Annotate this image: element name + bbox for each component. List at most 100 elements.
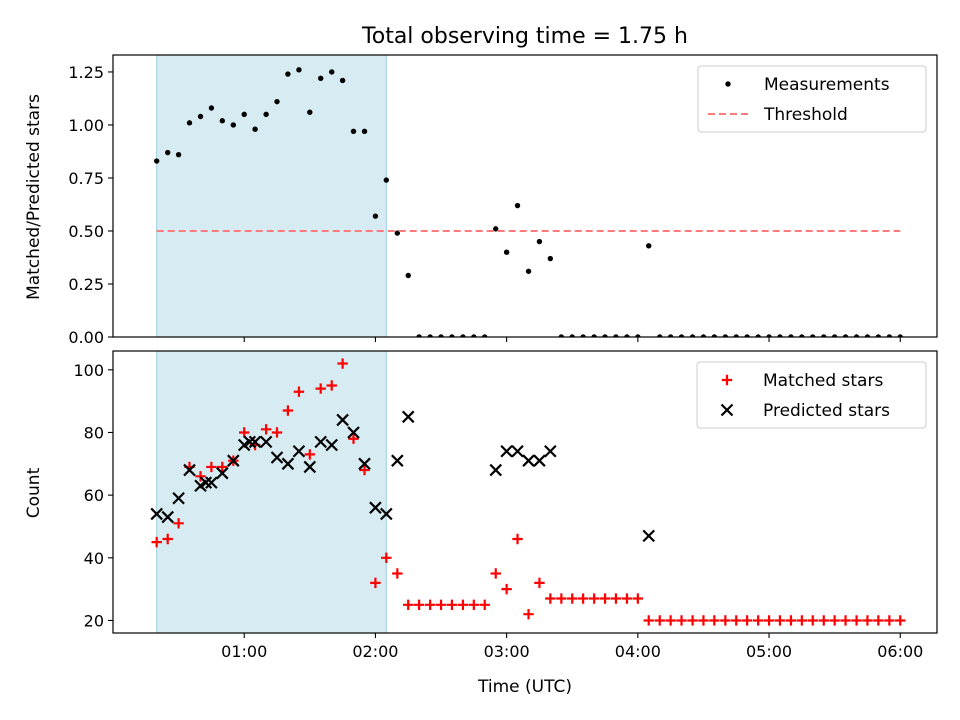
measurements-point xyxy=(274,98,280,105)
predicted-stars-point xyxy=(522,454,535,467)
measurements-point xyxy=(263,111,269,118)
matched-stars-point xyxy=(840,615,851,626)
x-axis-label: Time (UTC) xyxy=(477,677,572,697)
predicted-stars-point xyxy=(500,444,513,458)
matched-stars-point xyxy=(217,461,228,473)
top-panel: 0.00 0.25 0.50 0.75 1.00 1.25 Measurements Thre… xyxy=(68,54,938,347)
measurements-point xyxy=(197,113,204,120)
predicted-stars-point xyxy=(511,444,524,458)
predicted-stars-point xyxy=(259,435,273,449)
measurements-point xyxy=(875,334,882,337)
predicted-stars-point xyxy=(292,444,306,458)
measurements-point xyxy=(318,75,324,82)
measurements-point xyxy=(744,334,750,337)
matched-stars-point xyxy=(457,599,469,610)
matched-stars-point xyxy=(545,593,556,604)
x-tick-label: 04:00 xyxy=(615,642,661,661)
measurements-point xyxy=(864,334,871,337)
predicted-stars-point xyxy=(270,451,284,464)
measurements-point xyxy=(733,334,739,337)
legend-matched-stars-swatch xyxy=(721,374,733,386)
bottom-panel: 01:00 02:00 03:00 04:00 05:00 06:00 20 40 60 80 10… xyxy=(73,350,938,661)
matched-stars-point xyxy=(534,577,545,589)
matched-stars-point xyxy=(862,615,873,626)
measurements-point xyxy=(613,334,619,337)
predicted-stars-point xyxy=(489,463,503,477)
predicted-stars-point xyxy=(216,466,229,480)
predicted-stars-point xyxy=(243,435,256,449)
matched-stars-point xyxy=(654,615,665,626)
matched-stars-point xyxy=(413,599,425,610)
matched-stars-point xyxy=(567,593,578,604)
measurements-point xyxy=(350,128,357,135)
legend: Matched stars Predicted stars xyxy=(696,361,927,429)
measurements-point xyxy=(383,177,390,183)
observing-span-shade xyxy=(156,350,387,634)
matched-stars-point xyxy=(884,615,895,626)
measurements-point xyxy=(635,334,641,337)
matched-stars-point xyxy=(512,533,523,545)
matched-stars-point xyxy=(752,615,764,626)
measurements-point xyxy=(788,334,794,337)
matched-stars-point xyxy=(741,615,753,626)
y-tick-label: 100 xyxy=(73,361,104,380)
observing-span-shade xyxy=(156,54,387,338)
predicted-stars-point xyxy=(391,454,404,467)
measurements-point xyxy=(449,334,455,337)
predicted-stars-point xyxy=(642,529,656,543)
predicted-stars-point xyxy=(183,463,196,477)
matched-stars-point xyxy=(468,599,480,610)
measurements-point xyxy=(591,334,597,337)
legend-predicted-stars-swatch xyxy=(720,403,734,417)
x-tick-label: 02:00 xyxy=(352,642,398,661)
measurements-point xyxy=(657,334,663,337)
matched-stars-point xyxy=(239,427,250,438)
measurements-point xyxy=(460,334,466,337)
measurements-point xyxy=(427,334,433,337)
matched-stars-point xyxy=(195,471,206,482)
x-tick-label: 01:00 xyxy=(221,642,267,661)
matched-stars-point xyxy=(392,568,403,579)
measurements-point xyxy=(569,334,575,337)
predicted-stars-point xyxy=(227,454,240,467)
predicted-stars-point xyxy=(248,435,262,449)
axes-frame xyxy=(112,54,938,338)
predicted-stars-point xyxy=(199,476,213,489)
top-y-axis-label: Matched/Predicted stars xyxy=(24,94,44,300)
measurements-point xyxy=(766,334,772,337)
matched-stars-point xyxy=(403,599,414,610)
measurements-point xyxy=(886,334,893,337)
matched-stars-point xyxy=(206,461,217,473)
matched-stars-point xyxy=(501,583,512,595)
y-tick-label: 0.75 xyxy=(68,169,104,188)
measurements-point xyxy=(624,334,630,337)
predicted-stars-point xyxy=(401,410,415,424)
predicted-stars-point xyxy=(380,507,393,521)
measurements-point xyxy=(361,128,368,135)
matched-stars-point xyxy=(577,593,589,604)
matched-stars-point xyxy=(763,615,775,626)
predicted-stars-point xyxy=(161,510,174,524)
measurements-point xyxy=(646,243,652,249)
matched-stars-point xyxy=(796,615,808,626)
matched-stars-point xyxy=(435,599,447,610)
measurements-point xyxy=(329,69,335,75)
legend-threshold-label: Threshold xyxy=(763,105,848,125)
matched-stars-point xyxy=(774,615,786,626)
measurements-point xyxy=(777,334,783,337)
y-tick-label: 60 xyxy=(84,486,104,505)
matched-stars-point xyxy=(851,615,862,626)
matched-stars-point xyxy=(829,615,840,626)
axes-frame xyxy=(112,350,938,634)
plot-area xyxy=(150,358,906,626)
measurements-point xyxy=(208,105,215,111)
measurements-point xyxy=(186,120,193,126)
matched-stars-point xyxy=(643,615,654,626)
predicted-stars-point xyxy=(544,444,557,458)
matched-stars-point xyxy=(304,449,316,460)
matched-stars-point xyxy=(895,615,906,626)
matched-stars-point xyxy=(621,593,633,604)
matched-stars-point xyxy=(610,593,622,604)
y-tick-label: 1.25 xyxy=(68,63,104,82)
predicted-stars-point xyxy=(358,457,371,471)
